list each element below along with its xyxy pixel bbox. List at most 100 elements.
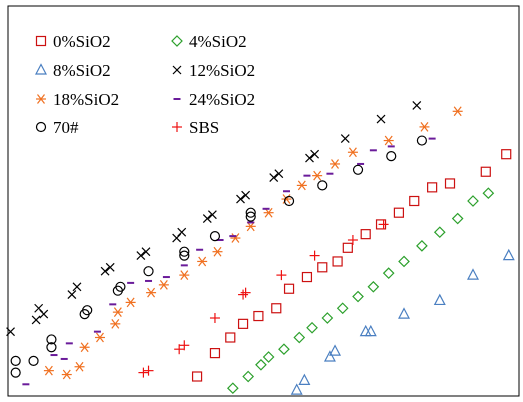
point-8pct-sio2-2	[323, 350, 336, 362]
point-0pct-sio2-14	[409, 195, 420, 207]
legend-label-18pct-sio2: 18%SiO2	[53, 90, 119, 109]
point-18pct-sio2-3	[79, 342, 90, 353]
point-4pct-sio2-10	[367, 280, 380, 293]
point-0pct-sio2-18	[501, 149, 512, 160]
data-points	[6, 101, 515, 395]
legend-label-0pct-sio2: 0%SiO2	[53, 32, 111, 51]
legend-label-8pct-sio2: 8%SiO2	[53, 61, 111, 80]
point-sbs-5	[238, 289, 249, 300]
point-8pct-sio2-5	[364, 324, 377, 337]
point-12pct-sio2-8	[136, 251, 146, 261]
point-18pct-sio2-17	[296, 180, 307, 191]
point-0pct-sio2-6	[283, 283, 295, 294]
point-12pct-sio2-22	[412, 101, 422, 110]
legend-marker-4pct-sio2	[171, 35, 183, 47]
series-70-hash	[10, 135, 428, 378]
point-4pct-sio2-0	[226, 382, 239, 395]
point-4pct-sio2-5	[293, 331, 306, 344]
point-70-hash-2	[28, 355, 39, 366]
point-12pct-sio2-0	[6, 327, 15, 337]
point-4pct-sio2-1	[242, 370, 255, 383]
point-4pct-sio2-12	[398, 255, 410, 268]
point-4pct-sio2-4	[278, 343, 290, 356]
legend-marker-8pct-sio2	[35, 63, 47, 75]
legend-label-24pct-sio2: 24%SiO2	[189, 90, 255, 109]
series-12pct-sio2	[6, 101, 422, 337]
point-8pct-sio2-8	[467, 268, 480, 280]
legend-item-sbs: SBS	[172, 118, 219, 137]
point-4pct-sio2-9	[352, 290, 364, 303]
point-70-hash-19	[416, 135, 428, 146]
point-70-hash-12	[209, 231, 221, 242]
point-70-hash-4	[46, 334, 57, 345]
point-4pct-sio2-13	[416, 240, 428, 252]
legend-label-4pct-sio2: 4%SiO2	[189, 32, 247, 51]
point-0pct-sio2-0	[191, 371, 203, 382]
legend-item-24pct-sio2: 24%SiO2	[173, 90, 255, 109]
point-12pct-sio2-16	[269, 173, 279, 183]
point-18pct-sio2-13	[230, 233, 241, 243]
point-12pct-sio2-3	[39, 309, 49, 319]
point-12pct-sio2-17	[274, 169, 284, 179]
point-8pct-sio2-7	[433, 293, 446, 306]
point-70-hash-9	[143, 266, 154, 277]
point-18pct-sio2-21	[383, 135, 394, 146]
point-8pct-sio2-0	[290, 383, 303, 395]
point-18pct-sio2-0	[43, 365, 54, 376]
legend-label-sbs: SBS	[189, 118, 219, 137]
point-12pct-sio2-20	[340, 134, 350, 144]
legend-marker-70-hash	[35, 121, 47, 133]
point-18pct-sio2-8	[146, 287, 157, 298]
point-18pct-sio2-7	[125, 297, 136, 308]
point-sbs-3	[179, 340, 190, 351]
point-0pct-sio2-9	[332, 256, 343, 267]
legend-item-8pct-sio2: 8%SiO2	[35, 61, 111, 80]
point-4pct-sio2-11	[382, 267, 395, 279]
point-12pct-sio2-1	[31, 315, 41, 325]
legend-item-0pct-sio2: 0%SiO2	[35, 32, 111, 51]
point-70-hash-16	[317, 180, 328, 191]
point-18pct-sio2-5	[110, 318, 121, 329]
series-4pct-sio2	[226, 187, 495, 395]
point-12pct-sio2-5	[72, 282, 82, 292]
point-18pct-sio2-6	[112, 307, 123, 318]
point-12pct-sio2-21	[376, 114, 386, 124]
point-4pct-sio2-7	[321, 312, 334, 324]
point-0pct-sio2-1	[209, 348, 221, 359]
point-70-hash-11	[179, 246, 190, 257]
point-70-hash-18	[386, 151, 397, 162]
point-18pct-sio2-11	[197, 256, 208, 267]
point-12pct-sio2-6	[100, 266, 110, 276]
point-0pct-sio2-5	[271, 303, 282, 314]
legend-item-4pct-sio2: 4%SiO2	[171, 32, 247, 51]
point-18pct-sio2-20	[347, 147, 358, 158]
point-18pct-sio2-1	[61, 369, 72, 380]
point-sbs-7	[276, 270, 287, 281]
point-12pct-sio2-18	[305, 153, 314, 163]
legend: 0%SiO2 4%SiO2 8%SiO2 12%SiO2 18%SiO2 24%SiO2 7…	[35, 32, 255, 137]
point-70-hash-15	[283, 195, 295, 207]
point-70-hash-3	[46, 342, 57, 353]
point-sbs-2	[174, 344, 185, 355]
legend-item-18pct-sio2: 18%SiO2	[36, 90, 119, 109]
point-12pct-sio2-13	[207, 210, 217, 220]
series-24pct-sio2	[22, 137, 436, 386]
point-4pct-sio2-3	[262, 351, 275, 363]
point-12pct-sio2-15	[241, 190, 251, 200]
point-12pct-sio2-12	[202, 214, 212, 223]
point-70-hash-13	[245, 211, 256, 222]
point-4pct-sio2-15	[451, 212, 464, 225]
point-70-hash-0	[10, 367, 21, 378]
point-8pct-sio2-6	[398, 307, 411, 319]
point-sbs-0	[138, 367, 149, 378]
point-8pct-sio2-3	[329, 344, 342, 356]
point-70-hash-10	[179, 250, 190, 261]
point-4pct-sio2-2	[255, 358, 267, 371]
point-18pct-sio2-23	[452, 106, 463, 117]
point-8pct-sio2-9	[502, 248, 515, 261]
series-0pct-sio2	[191, 149, 512, 382]
legend-marker-sbs	[172, 122, 182, 132]
plot-frame	[7, 5, 520, 397]
